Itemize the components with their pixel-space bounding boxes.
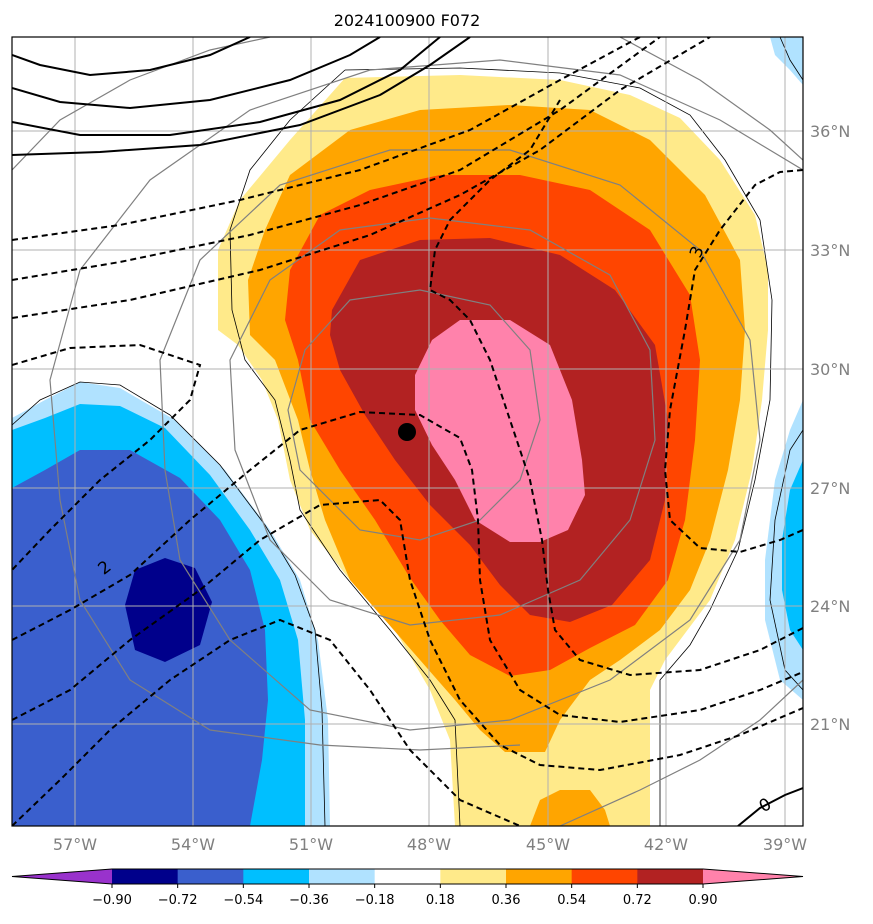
dashed-contours [12, 37, 803, 826]
colorbar-bin [506, 869, 573, 884]
colorbar-bin [637, 869, 704, 884]
lon-label: 45°W [526, 835, 570, 854]
colorbar-tick-label: −0.72 [158, 893, 198, 908]
colorbar-tick-label: 0.90 [689, 893, 718, 908]
latitude-labels: 36°N 33°N 30°N 27°N 24°N 21°N [810, 122, 850, 734]
colorbar-extend-min [12, 869, 112, 884]
colorbar-tick-label: 0.18 [426, 893, 455, 908]
colorbar-bin [571, 869, 638, 884]
lat-label: 27°N [810, 479, 850, 498]
colorbar-tick-label: −0.90 [92, 893, 132, 908]
lon-label: 57°W [53, 835, 97, 854]
colorbar-tick-label: −0.18 [355, 893, 395, 908]
colorbar-tick-label: −0.36 [289, 893, 329, 908]
colorbar-bin [374, 869, 441, 884]
east-negative-field [765, 37, 803, 700]
lat-label: 33°N [810, 241, 850, 260]
lat-label: 36°N [810, 122, 850, 141]
positive-anomaly-field [218, 75, 768, 826]
lon-label: 48°W [407, 835, 451, 854]
map-frame [11, 36, 804, 827]
colorbar-bin [112, 869, 179, 884]
longitude-labels: 57°W 54°W 51°W 48°W 45°W 42°W 39°W [53, 835, 807, 854]
lon-label: 54°W [171, 835, 215, 854]
colorbar-bin [440, 869, 507, 884]
field-outline [12, 37, 803, 826]
colorbar-extend-max [703, 869, 803, 884]
negative-anomaly-field [12, 382, 330, 826]
lat-label: 30°N [810, 360, 850, 379]
graticule [12, 37, 803, 826]
solid-contours [12, 37, 803, 826]
lon-label: 42°W [644, 835, 688, 854]
colorbar-tick-label: 0.36 [492, 893, 521, 908]
storm-center-marker [398, 423, 416, 441]
colorbar-tick-label: 0.72 [623, 893, 652, 908]
figure-title: 2024100900 F072 [334, 11, 481, 30]
gray-contours [12, 37, 803, 826]
colorbar-bin [243, 869, 310, 884]
lat-label: 24°N [810, 597, 850, 616]
colorbar-bin [177, 869, 244, 884]
colorbar: −0.90 −0.72 −0.54 −0.36 −0.18 0.18 0.36 0.54 0.7… [11, 868, 804, 908]
lon-label: 39°W [763, 835, 807, 854]
lat-label: 21°N [810, 715, 850, 734]
map-plot-area: 3 2 0 [12, 37, 803, 826]
colorbar-bin [309, 869, 376, 884]
lon-label: 51°W [289, 835, 333, 854]
colorbar-tick-label: 0.54 [557, 893, 586, 908]
colorbar-tick-label: −0.54 [223, 893, 263, 908]
